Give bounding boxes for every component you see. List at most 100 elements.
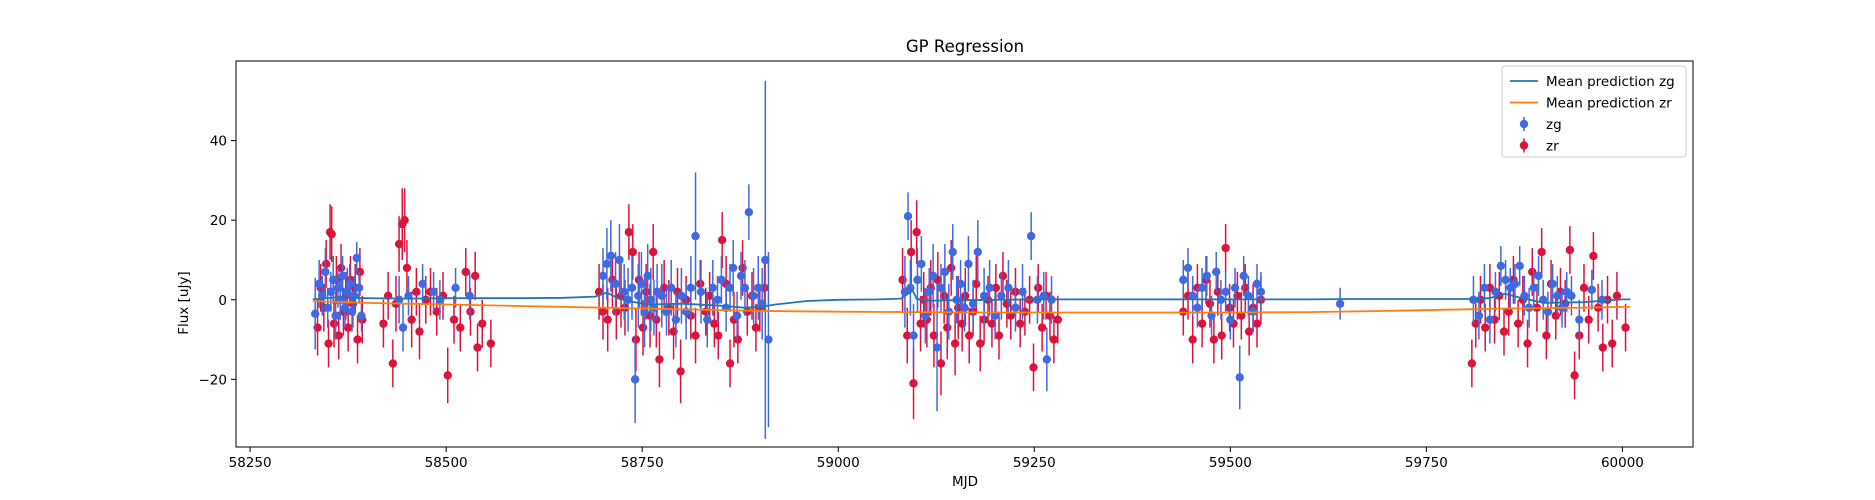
zr-point: [324, 339, 333, 348]
zr-point: [327, 229, 336, 239]
zr-point: [1049, 335, 1059, 344]
zg-point: [940, 267, 950, 277]
zg-point: [329, 275, 338, 285]
x-tick-label: 58750: [621, 455, 664, 471]
zg-point: [671, 315, 681, 324]
zg-point: [1183, 263, 1193, 273]
zg-point: [1567, 291, 1576, 300]
zr-point: [733, 335, 743, 344]
zg-point: [985, 283, 994, 293]
zr-point: [1225, 303, 1234, 312]
zg-point: [968, 299, 978, 308]
zg-point: [973, 247, 983, 257]
zg-point: [979, 291, 989, 300]
zr-point: [461, 267, 470, 277]
zr-point: [355, 267, 365, 277]
zg-point: [960, 303, 969, 312]
zg-point: [1496, 261, 1506, 271]
zg-point: [649, 303, 659, 312]
zg-point: [357, 311, 366, 320]
zg-point: [1474, 311, 1484, 320]
zg-point: [1026, 231, 1036, 241]
zr-point: [994, 331, 1004, 340]
zr-point: [1015, 319, 1025, 328]
zg-point: [956, 279, 965, 289]
zr-point: [394, 239, 404, 249]
zr-point: [1499, 327, 1509, 336]
zg-point: [429, 287, 438, 297]
zr-point: [1209, 335, 1219, 344]
zg-point: [314, 279, 324, 289]
zg-point: [634, 291, 643, 300]
x-tick-label: 59000: [817, 455, 860, 471]
x-tick-label: 59250: [1013, 455, 1056, 471]
zg-point: [925, 287, 934, 297]
zg-point: [948, 247, 957, 257]
y-tick-label: 40: [210, 134, 227, 150]
zg-point: [1042, 355, 1052, 364]
zg-point: [1587, 285, 1597, 295]
zr-point: [321, 259, 331, 269]
zg-point: [598, 271, 608, 281]
zr-point: [598, 307, 608, 316]
zr-point: [916, 319, 925, 328]
zg-point: [352, 253, 361, 263]
zg-point: [1485, 315, 1495, 324]
zg-point: [338, 271, 347, 281]
zr-point: [912, 227, 921, 237]
zr-point: [1029, 363, 1038, 372]
zr-point: [334, 331, 343, 340]
zg-point: [677, 291, 686, 300]
zg-point: [1179, 275, 1188, 285]
zr-point: [343, 323, 353, 332]
zg-point: [997, 291, 1006, 300]
zg-point: [909, 331, 918, 340]
x-tick-label: 59750: [1405, 455, 1448, 471]
zg-point: [686, 283, 696, 293]
zr-point: [696, 279, 705, 289]
legend-box: [1501, 65, 1687, 158]
zr-point: [486, 339, 496, 348]
zg-point: [311, 309, 320, 318]
zr-point: [1244, 327, 1254, 336]
legend-zr-swatch: [1519, 141, 1529, 150]
zg-point: [643, 271, 652, 281]
zr-point: [443, 371, 452, 380]
zg-point: [615, 255, 624, 265]
zr-point: [353, 335, 362, 344]
zr-point: [379, 319, 388, 328]
zr-point: [998, 271, 1008, 281]
zg-point: [606, 251, 616, 261]
zr-point: [717, 235, 727, 245]
zg-point: [1202, 271, 1212, 281]
zr-point: [449, 315, 459, 324]
zr-point: [415, 327, 424, 336]
zr-point: [1589, 251, 1598, 261]
zr-point: [676, 367, 685, 376]
plot-series-group: [311, 80, 1631, 440]
zg-point: [754, 283, 763, 293]
zg-point: [640, 307, 649, 316]
zr-point: [641, 287, 651, 297]
zg-point: [323, 303, 332, 312]
zg-point: [1235, 373, 1244, 382]
legend: Mean prediction zg Mean prediction zr zg zr: [1501, 65, 1687, 158]
zg-point: [1480, 283, 1489, 293]
zg-point: [1529, 283, 1539, 293]
zr-point: [473, 343, 482, 352]
zg-point: [451, 283, 460, 293]
zg-point: [630, 375, 640, 384]
y-axis-label: Flux [uJy]: [176, 271, 192, 334]
zr-point: [903, 331, 912, 340]
zg-point: [728, 263, 738, 273]
zg-point: [1221, 287, 1230, 297]
zr-point: [961, 291, 970, 300]
zg-point: [1256, 287, 1266, 297]
zr-point: [432, 307, 441, 316]
zr-point: [1523, 339, 1532, 348]
zr-point: [402, 263, 412, 273]
zg-point: [921, 311, 930, 320]
zr-point: [631, 335, 641, 344]
zr-point: [950, 339, 960, 348]
zg-point: [1039, 291, 1048, 300]
